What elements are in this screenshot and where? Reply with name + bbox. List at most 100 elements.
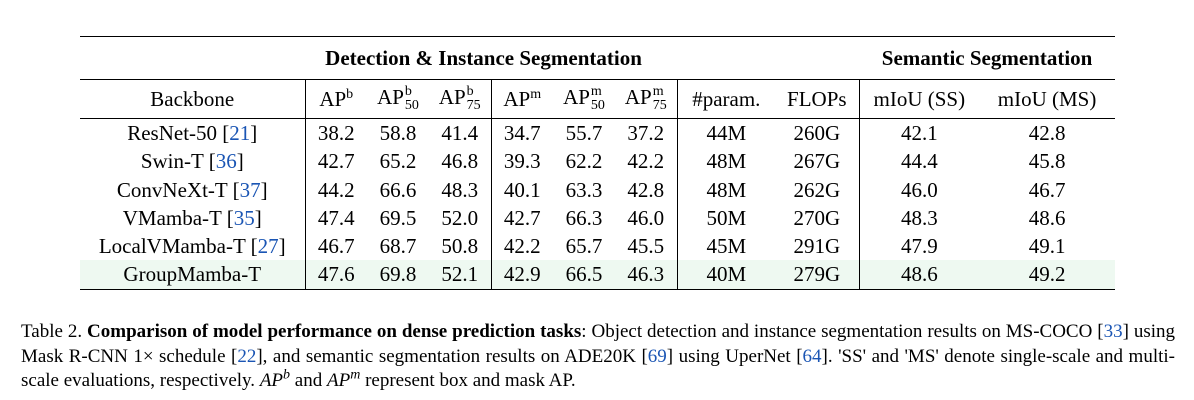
cell-apm: 39.3	[490, 147, 553, 176]
cell-apm50: 65.7	[565, 234, 603, 259]
cell-flops: 291G	[793, 234, 841, 259]
cell-apb50: 69.8	[367, 260, 429, 289]
cell-apb: 44.2	[304, 175, 367, 204]
table-row: ResNet-50 [21] 38.2 58.8 41.4 34.7 55.7 37.2 44…	[80, 118, 1115, 148]
cell-ms: 48.6	[1028, 205, 1066, 230]
citation-link[interactable]: 37	[239, 177, 261, 202]
table-body: ResNet-50 [21] 38.2 58.8 41.4 34.7 55.7 37.2 44…	[80, 118, 1116, 289]
cell-ss: 44.4	[858, 147, 980, 176]
cell-flops: 279G	[775, 260, 860, 289]
citation-link[interactable]: 35	[233, 205, 255, 230]
cell-apb75: 48.3	[441, 177, 479, 202]
citation-link[interactable]: 64	[802, 345, 822, 367]
cell-apm75: 45.5	[627, 234, 665, 259]
backbone-name: ResNet-50 [21]	[127, 121, 258, 145]
col-params: #param.	[676, 79, 776, 119]
cell-params: 45M	[676, 232, 776, 261]
cell-apm50: 66.5	[553, 260, 615, 289]
cell-ms: 45.8	[1028, 149, 1066, 174]
cell-flops: 270G	[793, 205, 841, 230]
cell-apb50: 66.6	[379, 177, 417, 202]
cell-params: 50M	[676, 203, 776, 233]
comparison-table: Detection & Instance Segmentation Semant…	[80, 37, 1116, 289]
cell-apm: 42.9	[490, 260, 553, 289]
backbone-name: ConvNeXt-T [37]	[116, 177, 268, 202]
citation-link[interactable]: 33	[1103, 321, 1123, 342]
col-ap-m: APm	[490, 79, 553, 119]
results-table: Detection & Instance Segmentation Semant…	[80, 36, 1116, 290]
ap-m-symbol: APm	[326, 367, 361, 391]
cell-params: 40M	[676, 260, 776, 289]
cell-ms: 42.8	[1028, 121, 1066, 145]
cell-apb50: 68.7	[379, 234, 417, 259]
table-row: Swin-T [36] 42.7 65.2 46.8 39.3 62.2 42.2 48M 26…	[80, 147, 1115, 176]
cell-apm50: 63.3	[565, 177, 603, 202]
citation-link[interactable]: 27	[257, 234, 279, 259]
citation-link[interactable]: 36	[215, 149, 237, 174]
backbone-name: LocalVMamba-T [27]	[98, 234, 286, 259]
cell-flops: 267G	[793, 149, 841, 174]
cell-flops: 262G	[793, 177, 841, 202]
caption-label: Table 2.	[21, 321, 83, 342]
column-header-row: Backbone APb AP b 50 AP b 75 APm AP m 50 AP m 75…	[80, 79, 1116, 119]
cell-apb50: 69.5	[379, 205, 417, 230]
citation-link[interactable]: 69	[647, 345, 667, 367]
cell-apb: 38.2	[304, 118, 367, 148]
col-ap-m50: AP m 50	[563, 84, 605, 114]
table-caption: Table 2. Comparison of model performance…	[21, 321, 1175, 391]
cell-apb75: 41.4	[441, 121, 479, 145]
table-row: GroupMamba-T 47.6 69.8 52.1 42.9 66.5 46.3 40M 2…	[80, 260, 1116, 289]
cell-params: 44M	[676, 118, 776, 148]
cell-apb50: 58.8	[379, 121, 417, 145]
table-row: LocalVMamba-T [27] 46.7 68.7 50.8 42.2 65.7 45…	[80, 232, 1115, 261]
cell-apb75: 46.8	[441, 149, 479, 174]
cell-apb75: 52.1	[429, 260, 491, 289]
cell-apm: 34.7	[490, 118, 553, 148]
col-backbone: Backbone	[150, 86, 235, 111]
backbone-name: Swin-T [36]	[140, 149, 244, 174]
cell-apm75: 42.2	[627, 149, 665, 174]
cell-apm: 42.7	[490, 203, 553, 233]
citation-link[interactable]: 22	[237, 345, 257, 367]
col-miou-ss: mIoU (SS)	[858, 79, 980, 119]
col-ap-b50: AP b 50	[377, 84, 419, 114]
cell-apm75: 46.0	[627, 205, 665, 230]
bottom-rule	[80, 288, 1115, 290]
backbone-name: GroupMamba-T	[80, 260, 305, 289]
table-row: ConvNeXt-T [37] 44.2 66.6 48.3 40.1 63.3 42.8 4…	[80, 175, 1115, 204]
group-header-row: Detection & Instance Segmentation Semant…	[80, 37, 1115, 80]
cell-flops: 260G	[793, 121, 841, 145]
cell-apb: 47.6	[304, 260, 367, 289]
cell-apb: 46.7	[304, 232, 367, 261]
cell-apb75: 52.0	[441, 205, 479, 230]
cell-apm50: 66.3	[565, 205, 603, 230]
col-flops: FLOPs	[787, 86, 847, 111]
cell-apm50: 55.7	[565, 121, 603, 145]
cell-apb: 47.4	[304, 203, 367, 233]
col-ap-b75: AP b 75	[438, 84, 481, 114]
ap-b-symbol: APb	[259, 367, 291, 391]
cell-ms: 49.1	[1028, 234, 1066, 259]
caption-title: Comparison of model performance on dense…	[87, 321, 582, 342]
cell-apb50: 65.2	[379, 149, 417, 174]
top-rule	[80, 36, 1115, 37]
cell-ss: 46.0	[858, 175, 980, 204]
cell-ms: 49.2	[979, 260, 1116, 289]
cell-apm75: 37.2	[627, 121, 665, 145]
cell-apm75: 46.3	[615, 260, 678, 289]
citation-link[interactable]: 21	[229, 121, 251, 145]
cell-apm: 40.1	[490, 175, 553, 204]
cell-apm50: 62.2	[565, 149, 603, 174]
cell-apb75: 50.8	[441, 234, 479, 259]
cell-apb: 42.7	[304, 147, 367, 176]
cell-apm75: 42.8	[627, 177, 665, 202]
backbone-name: VMamba-T [35]	[122, 205, 262, 230]
cell-apm: 42.2	[490, 232, 553, 261]
cell-ms: 46.7	[1028, 177, 1066, 202]
col-ap-m75: AP m 75	[624, 84, 667, 114]
cell-params: 48M	[676, 175, 776, 204]
col-miou-ms: mIoU (MS)	[997, 86, 1097, 111]
cell-ss: 47.9	[858, 232, 980, 261]
col-ap-b: APb	[304, 79, 367, 119]
cell-params: 48M	[676, 147, 776, 176]
